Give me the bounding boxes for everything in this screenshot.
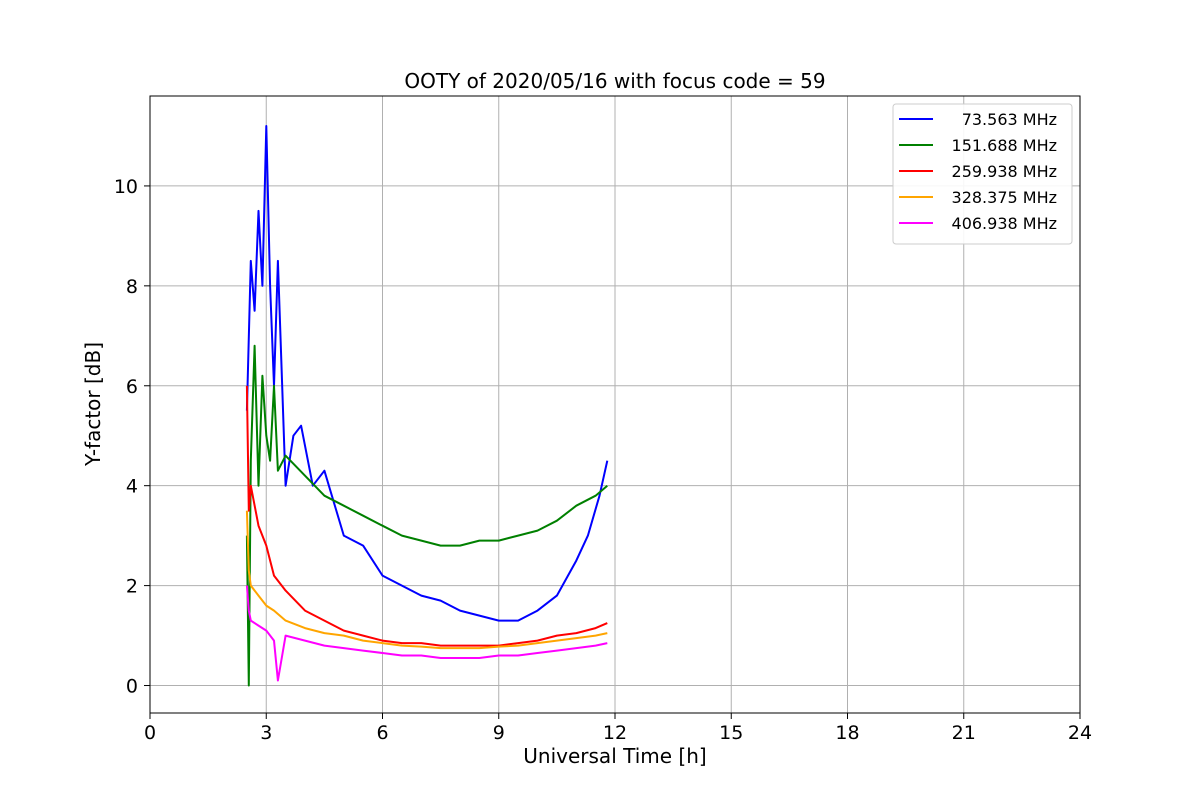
y-tick-label: 10 xyxy=(114,176,138,198)
y-tick-label: 4 xyxy=(126,476,138,498)
legend-label: 151.688 MHz xyxy=(952,136,1057,155)
y-tick-label: 6 xyxy=(126,376,138,398)
y-tick-label: 0 xyxy=(126,676,138,698)
series-line xyxy=(245,385,608,647)
x-tick-label: 6 xyxy=(376,722,388,744)
chart-title: OOTY of 2020/05/16 with focus code = 59 xyxy=(404,69,825,93)
legend: 73.563 MHz 151.688 MHz 259.938 MHz 328.375 … xyxy=(892,103,1073,245)
x-axis: 0 3 6 9 12 15 18 21 24 xyxy=(144,713,1092,744)
x-tick-label: 21 xyxy=(952,722,976,744)
legend-label: 73.563 MHz xyxy=(962,110,1057,129)
series-group xyxy=(245,125,609,687)
y-tick-label: 8 xyxy=(126,276,138,298)
x-axis-label: Universal Time [h] xyxy=(523,744,706,768)
series-line xyxy=(245,125,609,622)
legend-box xyxy=(892,103,1073,245)
series-line xyxy=(245,510,608,650)
x-tick-label: 9 xyxy=(493,722,505,744)
x-tick-label: 24 xyxy=(1068,722,1092,744)
y-axis: 0 2 4 6 8 10 xyxy=(114,176,150,698)
legend-label: 406.938 MHz xyxy=(952,214,1057,233)
legend-label: 328.375 MHz xyxy=(952,188,1057,207)
series-line xyxy=(245,585,608,682)
series-line xyxy=(245,344,608,687)
x-tick-label: 12 xyxy=(603,722,627,744)
x-tick-label: 18 xyxy=(835,722,859,744)
grid xyxy=(149,96,1081,713)
y-axis-label: Y-factor [dB] xyxy=(81,342,105,467)
y-tick-label: 2 xyxy=(126,576,138,598)
x-tick-label: 0 xyxy=(144,722,156,744)
legend-label: 259.938 MHz xyxy=(952,162,1057,181)
x-tick-label: 15 xyxy=(719,722,743,744)
x-tick-label: 3 xyxy=(260,722,272,744)
